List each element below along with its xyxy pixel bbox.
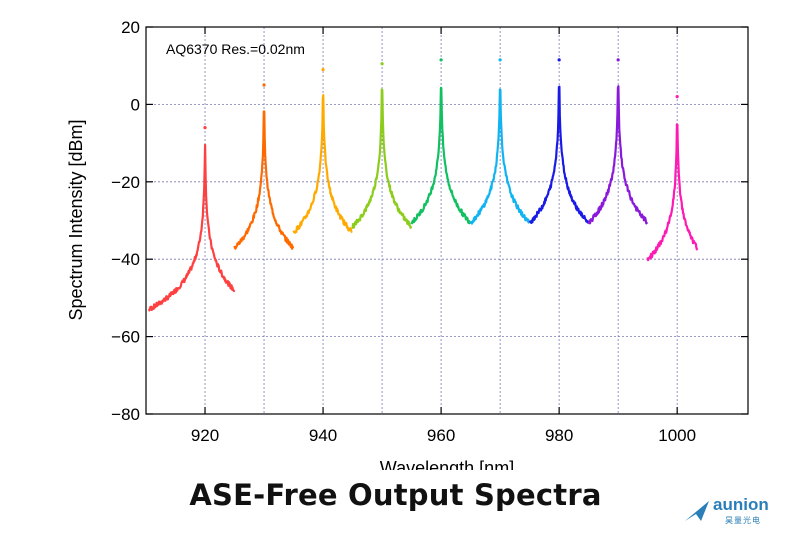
x-tick-label: 940: [309, 426, 337, 445]
spectrum-line-990: [587, 85, 649, 225]
brand-logo: aunion 昊量光电: [683, 493, 783, 529]
spectrum-line-970: [469, 88, 531, 225]
x-tick-label: 1000: [658, 426, 696, 445]
y-tick-label: −20: [111, 173, 140, 192]
figure-caption: ASE-Free Output Spectra: [189, 478, 602, 512]
logo-subtext: 昊量光电: [725, 516, 761, 525]
spectrum-line-940: [292, 93, 353, 234]
peak-point-980: [557, 58, 561, 62]
x-tick-label: 980: [545, 426, 573, 445]
peak-point-1000: [675, 95, 679, 99]
spectrum-line-1000: [646, 123, 699, 262]
spectrum-line-960: [410, 86, 472, 225]
y-tick-label: 20: [121, 18, 140, 37]
peak-point-920: [203, 126, 207, 130]
y-axis-label: Spectrum Intensity [dBm]: [66, 119, 86, 320]
grid-lines: [146, 27, 748, 414]
spectrum-line-980: [528, 85, 590, 224]
resolution-annotation: AQ6370 Res.=0.02nm: [166, 41, 305, 57]
x-tick-label: 960: [427, 426, 455, 445]
spectrum-line-920: [147, 143, 236, 312]
x-tick-label: 920: [191, 426, 219, 445]
axis-ticks: 20 0 −20 −40 −60 −80 920 940 960 980 1000: [111, 18, 748, 445]
spectrum-line-930: [233, 110, 295, 250]
peak-point-990: [616, 58, 620, 62]
logo-mark-icon: [685, 501, 709, 521]
x-axis-label: Wavelength [nm]: [380, 458, 514, 470]
y-tick-label: −80: [111, 405, 140, 424]
spectrum-line-950: [351, 88, 413, 229]
logo-text: aunion: [713, 495, 769, 514]
peak-point-950: [380, 62, 384, 66]
y-tick-label: 0: [131, 95, 140, 114]
y-tick-label: −40: [111, 250, 140, 269]
spectrum-chart: 20 0 −20 −40 −60 −80 920 940 960 980 1000 AQ6370 R…: [66, 18, 749, 470]
peak-point-960: [439, 58, 443, 62]
peak-point-970: [498, 58, 502, 62]
peak-point-930: [262, 83, 266, 87]
plot-frame: [145, 26, 749, 415]
y-tick-label: −60: [111, 328, 140, 347]
spectrum-series: [147, 58, 699, 312]
peak-point-940: [321, 67, 325, 72]
